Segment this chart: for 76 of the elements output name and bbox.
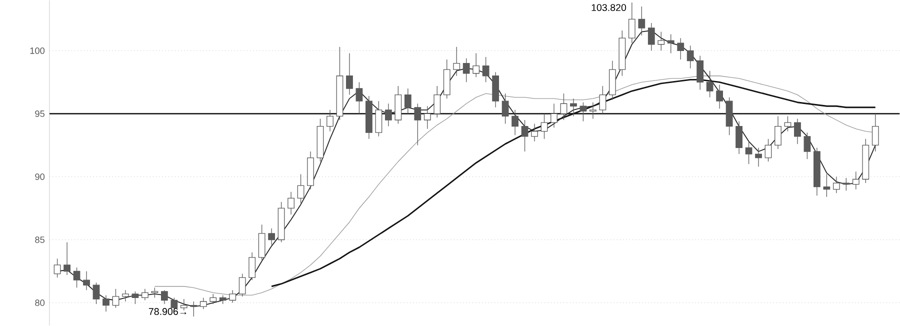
candlestick (92, 282, 100, 304)
candlestick (580, 102, 587, 122)
candlestick (512, 110, 518, 136)
candlestick (112, 288, 120, 308)
candlestick (832, 176, 840, 194)
candlestick (658, 32, 665, 52)
candlestick (375, 100, 382, 137)
y-tick-label: 100 (30, 48, 45, 54)
y-tick-label: 95 (35, 110, 44, 118)
candlestick (64, 242, 70, 276)
candlestick (677, 38, 684, 60)
candlestick (852, 171, 860, 190)
candlestick (268, 228, 276, 246)
candlestick (83, 271, 90, 291)
candlestick (696, 56, 704, 90)
y-tick-label: 80 (35, 300, 45, 306)
candlestick (823, 174, 830, 198)
candlestick (414, 103, 422, 146)
candlestick (238, 274, 246, 297)
candlestick (521, 120, 528, 152)
candlestick (872, 114, 879, 152)
candlestick (706, 70, 714, 98)
candlestick (842, 178, 850, 192)
candlestick (667, 34, 674, 54)
candlestick (200, 298, 207, 310)
candlestick (774, 116, 782, 150)
candlestick (142, 288, 148, 301)
candlestick (248, 252, 256, 281)
candlestick (716, 84, 724, 110)
candlestick (297, 174, 304, 204)
candlestick (210, 294, 217, 304)
candlestick (784, 116, 792, 132)
candlestick (531, 124, 538, 142)
candlestick (404, 88, 412, 114)
candlestick (638, 6, 646, 36)
candlestick (424, 106, 431, 130)
candlestick (540, 114, 548, 140)
y-tick-label: 90 (35, 174, 45, 180)
candlestick (73, 267, 80, 288)
candlestick (326, 110, 334, 132)
candlestick (229, 290, 236, 304)
candlestick (550, 103, 558, 128)
candlestick (560, 93, 568, 120)
candlestick (736, 121, 742, 155)
candlestick (453, 46, 460, 76)
candlestick (190, 301, 198, 318)
candlestick (356, 82, 363, 114)
candlestick (590, 102, 596, 120)
candlestick (434, 86, 441, 118)
candlestick (764, 138, 772, 162)
annotation: 78.906→ (148, 308, 186, 316)
candlestick (599, 86, 606, 114)
candlestick (755, 148, 762, 168)
candlestick (132, 291, 139, 304)
candlestick (648, 22, 655, 52)
candlestick (288, 192, 294, 216)
candlestick (258, 224, 266, 260)
y-tick-label: 85 (35, 236, 44, 244)
candlestick (804, 132, 811, 160)
candlestick (54, 258, 61, 278)
candlestick (472, 53, 480, 78)
candlestick (628, 2, 636, 44)
candlestick (570, 98, 577, 117)
candlestick (122, 290, 129, 302)
candlestick (160, 290, 168, 304)
candlestick (482, 56, 490, 83)
candlestick (502, 93, 509, 124)
annotation: 103.820 (592, 4, 626, 12)
candlestick (794, 118, 801, 144)
candlestick (686, 45, 694, 69)
candlestick (151, 287, 158, 298)
candlestick (745, 141, 752, 165)
candlestick (346, 53, 353, 96)
candlestick (384, 103, 392, 127)
candlestick (102, 295, 110, 312)
candlestick (462, 58, 470, 83)
